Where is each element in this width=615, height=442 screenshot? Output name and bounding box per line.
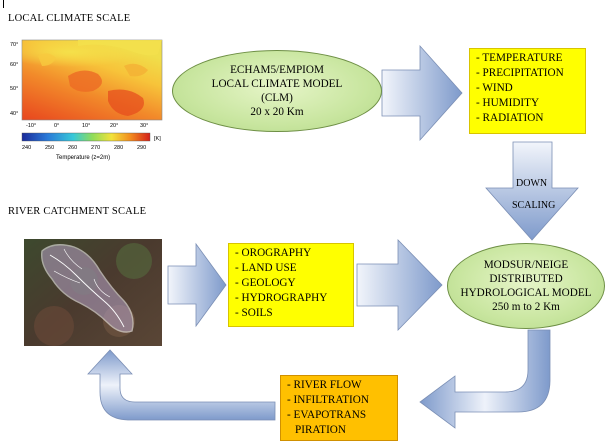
climate-model-line: LOCAL CLIMATE MODEL <box>211 78 343 90</box>
arrow-right-1 <box>381 44 463 142</box>
corner-mark <box>3 0 4 8</box>
catchment-satellite-image <box>24 231 162 346</box>
climate-output-item: - PRECIPITATION <box>476 67 564 79</box>
arrow-curve-to-catchment <box>87 349 276 421</box>
catchment-input-item: - LAND USE <box>235 262 297 274</box>
colorbar-tick: 280 <box>114 145 123 151</box>
arrow-curve-to-outputs <box>419 329 551 429</box>
map-caption: Temperature (z=2m) <box>56 155 110 161</box>
y-tick: 70° <box>10 42 18 48</box>
climate-output-item: - TEMPERATURE <box>476 52 563 64</box>
x-tick: -10° <box>26 123 36 129</box>
y-tick: 40° <box>10 111 18 117</box>
river-scale-label: RIVER CATCHMENT SCALE <box>8 206 147 217</box>
local-scale-label: LOCAL CLIMATE SCALE <box>8 13 131 24</box>
climate-model-ellipse: ECHAM5/EMPIOM LOCAL CLIMATE MODEL (CLM) … <box>172 50 382 132</box>
colorbar-tick: 290 <box>137 145 146 151</box>
x-tick: 20° <box>110 123 118 129</box>
colorbar <box>21 132 151 142</box>
downscaling-label-1: DOWN <box>516 178 547 189</box>
catchment-input-item: - HYDROGRAPHY <box>235 292 328 304</box>
climate-output-item: - RADIATION <box>476 112 544 124</box>
arrow-right-2 <box>167 242 227 328</box>
y-tick: 60° <box>10 62 18 68</box>
colorbar-tick: 270 <box>91 145 100 151</box>
x-tick: 10° <box>82 123 90 129</box>
catchment-input-item: - OROGRAPHY <box>235 247 312 259</box>
y-tick: 50° <box>10 86 18 92</box>
hydro-model-line: DISTRIBUTED <box>489 273 563 285</box>
colorbar-tick: 240 <box>22 145 31 151</box>
climate-map-figure: 70° 60° 50° 40° -10° 0° 10° 20° 30° [K] … <box>8 36 168 166</box>
climate-model-line: 20 x 20 Km <box>250 106 304 118</box>
downscaling-label-2: SCALING <box>512 200 555 211</box>
downscaling-arrow <box>485 141 579 241</box>
arrow-right-3 <box>356 239 443 331</box>
temperature-map: 70° 60° 50° 40° -10° 0° 10° 20° 30° [K] … <box>10 39 163 161</box>
colorbar-unit: [K] <box>154 136 161 142</box>
hydro-model-line: 250 m to 2 Km <box>492 301 560 313</box>
hydro-output-item: - INFILTRATION <box>287 394 369 406</box>
climate-model-line: ECHAM5/EMPIOM <box>230 64 324 76</box>
climate-output-item: - WIND <box>476 82 513 94</box>
hydro-model-line: HYDROLOGICAL MODEL <box>460 287 592 299</box>
x-tick: 0° <box>54 123 59 129</box>
hydro-model-line: MODSUR/NEIGE <box>483 259 569 271</box>
hydro-model-ellipse: MODSUR/NEIGE DISTRIBUTED HYDROLOGICAL MO… <box>447 243 605 329</box>
catchment-input-item: - SOILS <box>235 307 273 319</box>
catchment-input-item: - GEOLOGY <box>235 277 296 289</box>
x-tick: 30° <box>140 123 148 129</box>
hydro-outputs-box: - RIVER FLOW - INFILTRATION - EVAPOTRANS… <box>280 375 398 441</box>
climate-output-item: - HUMIDITY <box>476 97 540 109</box>
colorbar-tick: 260 <box>68 145 77 151</box>
hydro-output-item: PIRATION <box>295 424 346 436</box>
hydro-output-item: - RIVER FLOW <box>287 379 362 391</box>
climate-outputs-box: - TEMPERATURE - PRECIPITATION - WIND - H… <box>469 48 586 134</box>
colorbar-tick: 250 <box>45 145 54 151</box>
climate-model-line: (CLM) <box>261 92 293 104</box>
hydro-output-item: - EVAPOTRANS <box>287 409 367 421</box>
catchment-inputs-box: - OROGRAPHY - LAND USE - GEOLOGY - HYDRO… <box>228 243 354 327</box>
